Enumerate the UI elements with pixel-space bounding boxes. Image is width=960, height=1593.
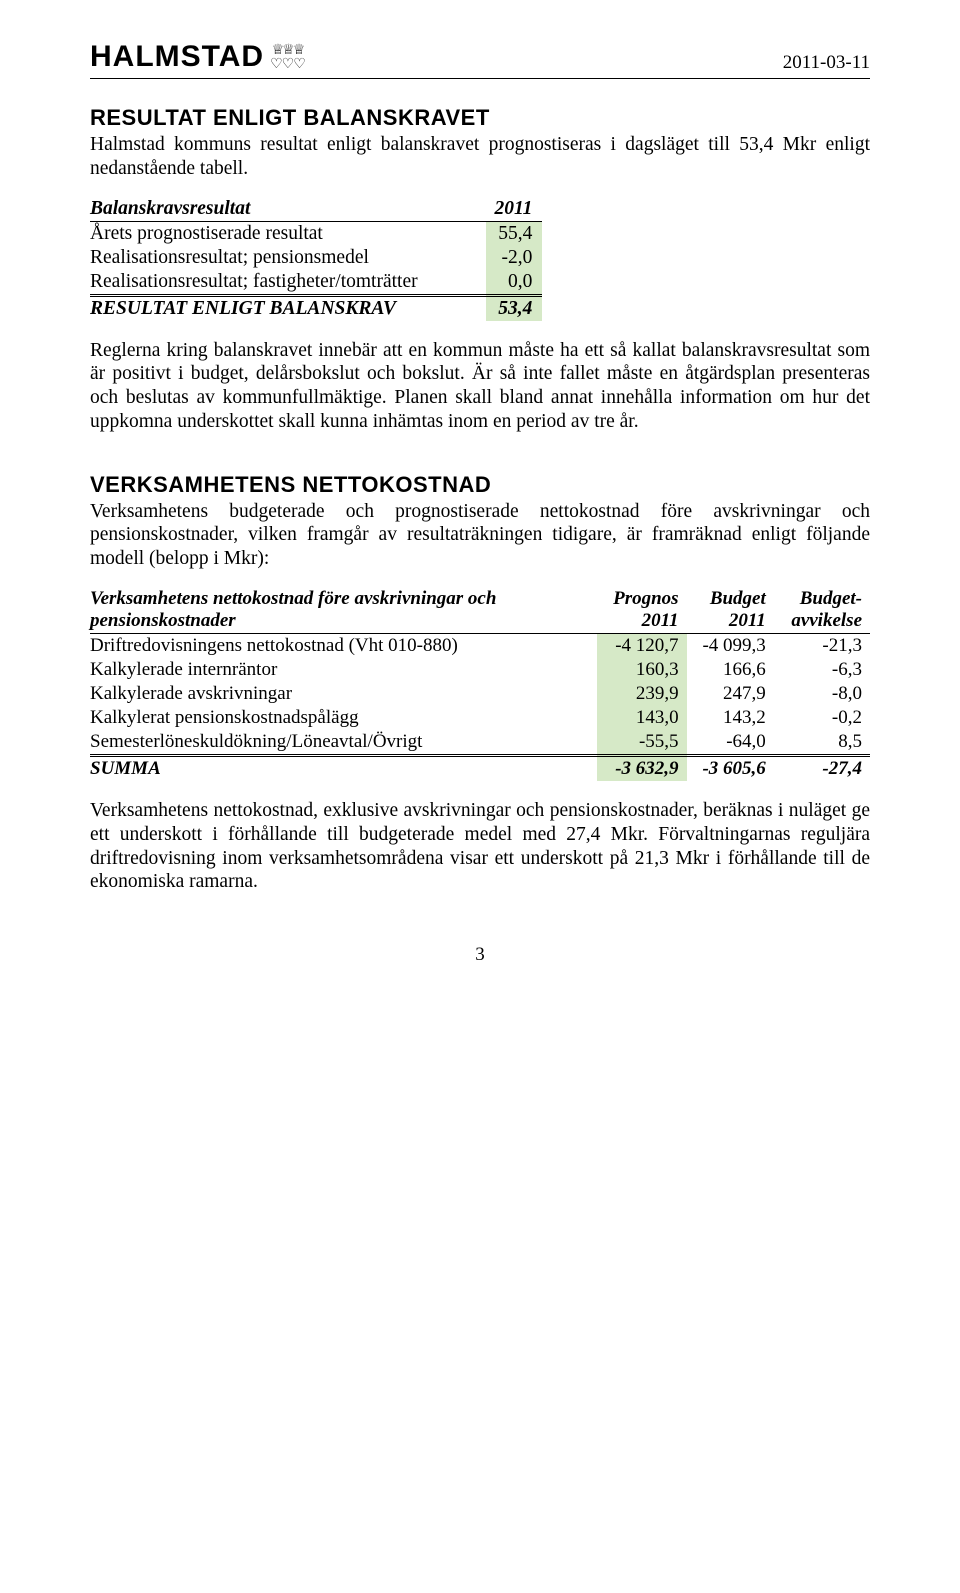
col-avvik-a: Budget- (800, 588, 862, 609)
row-diff: 8,5 (774, 730, 870, 756)
row-label: Realisationsresultat; fastigheter/tomträ… (90, 270, 486, 296)
table-row: Kalkylerade internräntor 160,3 166,6 -6,… (90, 658, 870, 682)
row-prognos: 143,0 (597, 706, 687, 730)
section1-intro: Halmstad kommuns resultat enligt balansk… (90, 133, 870, 181)
row-prognos: 239,9 (597, 682, 687, 706)
row-diff: -6,3 (774, 658, 870, 682)
row-budget: 166,6 (687, 658, 774, 682)
sum-label: RESULTAT ENLIGT BALANSKRAV (90, 295, 486, 321)
section2-para2: Verksamhetens nettokostnad, exklusive av… (90, 799, 870, 894)
section-heading-nettokostnad: VERKSAMHETENS NETTOKOSTNAD (90, 472, 870, 498)
sum-budget: -3 605,6 (687, 756, 774, 782)
logo-hearts-icon: ♕♕♕ ♡♡♡ (270, 44, 305, 72)
col-label-line1: Verksamhetens nettokostnad före avskrivn… (90, 588, 496, 609)
col-label: Verksamhetens nettokostnad före avskrivn… (90, 587, 597, 634)
table-row: Driftredovisningens nettokostnad (Vht 01… (90, 634, 870, 659)
row-prognos: -55,5 (597, 730, 687, 756)
col-avvik-b: avvikelse (791, 610, 862, 631)
row-prognos: 160,3 (597, 658, 687, 682)
row-label: Kalkylerat pensionskostnadspålägg (90, 706, 597, 730)
row-diff: -8,0 (774, 682, 870, 706)
row-label: Kalkylerade avskrivningar (90, 682, 597, 706)
table-row: Realisationsresultat; pensionsmedel -2,0 (90, 246, 542, 270)
document-date: 2011-03-11 (783, 52, 870, 74)
row-label: Årets prognostiserade resultat (90, 221, 486, 246)
spacer (90, 454, 870, 472)
page-container: HALMSTAD ♕♕♕ ♡♡♡ 2011-03-11 RESULTAT ENL… (0, 0, 960, 1026)
row-diff: -0,2 (774, 706, 870, 730)
table-header-row: Balanskravsresultat 2011 (90, 197, 542, 222)
row-label: Semesterlöneskuldökning/Löneavtal/Övrigt (90, 730, 597, 756)
row-budget: 143,2 (687, 706, 774, 730)
col-prognos-b: 2011 (642, 610, 679, 631)
table-row: Realisationsresultat; fastigheter/tomträ… (90, 270, 542, 296)
col-budget: Budget 2011 (687, 587, 774, 634)
section-heading-balanskravet: RESULTAT ENLIGT BALANSKRAVET (90, 105, 870, 131)
col-budget-a: Budget (710, 588, 766, 609)
row-budget: -64,0 (687, 730, 774, 756)
table-header-label: Balanskravsresultat (90, 197, 486, 222)
col-prognos-a: Prognos (613, 588, 678, 609)
row-budget: 247,9 (687, 682, 774, 706)
row-label: Kalkylerade internräntor (90, 658, 597, 682)
page-number: 3 (90, 944, 870, 966)
table-row: Kalkylerade avskrivningar 239,9 247,9 -8… (90, 682, 870, 706)
row-diff: -21,3 (774, 634, 870, 659)
row-label: Realisationsresultat; pensionsmedel (90, 246, 486, 270)
table-header-row: Verksamhetens nettokostnad före avskrivn… (90, 587, 870, 634)
row-label: Driftredovisningens nettokostnad (Vht 01… (90, 634, 597, 659)
sum-prognos: -3 632,9 (597, 756, 687, 782)
row-prognos: -4 120,7 (597, 634, 687, 659)
balanskrav-table: Balanskravsresultat 2011 Årets prognosti… (90, 197, 542, 321)
table-sum-row: RESULTAT ENLIGT BALANSKRAV 53,4 (90, 295, 542, 321)
col-prognos: Prognos 2011 (597, 587, 687, 634)
table-row: Semesterlöneskuldökning/Löneavtal/Övrigt… (90, 730, 870, 756)
row-value: 0,0 (486, 270, 542, 296)
logo-text: HALMSTAD (90, 40, 264, 74)
sum-value: 53,4 (486, 295, 542, 321)
nettokostnad-table: Verksamhetens nettokostnad före avskrivn… (90, 587, 870, 781)
logo: HALMSTAD ♕♕♕ ♡♡♡ (90, 40, 305, 74)
row-budget: -4 099,3 (687, 634, 774, 659)
row-value: -2,0 (486, 246, 542, 270)
sum-label: SUMMA (90, 756, 597, 782)
table-row: Kalkylerat pensionskostnadspålägg 143,0 … (90, 706, 870, 730)
section2-intro: Verksamhetens budgeterade och prognostis… (90, 500, 870, 571)
table-header-value: 2011 (486, 197, 542, 222)
section1-para2: Reglerna kring balanskravet innebär att … (90, 339, 870, 434)
col-avvikelse: Budget- avvikelse (774, 587, 870, 634)
col-budget-b: 2011 (729, 610, 766, 631)
page-header: HALMSTAD ♕♕♕ ♡♡♡ 2011-03-11 (90, 40, 870, 79)
sum-diff: -27,4 (774, 756, 870, 782)
table-row: Årets prognostiserade resultat 55,4 (90, 221, 542, 246)
col-label-line2: pensionskostnader (90, 610, 236, 631)
row-value: 55,4 (486, 221, 542, 246)
table-sum-row: SUMMA -3 632,9 -3 605,6 -27,4 (90, 756, 870, 782)
